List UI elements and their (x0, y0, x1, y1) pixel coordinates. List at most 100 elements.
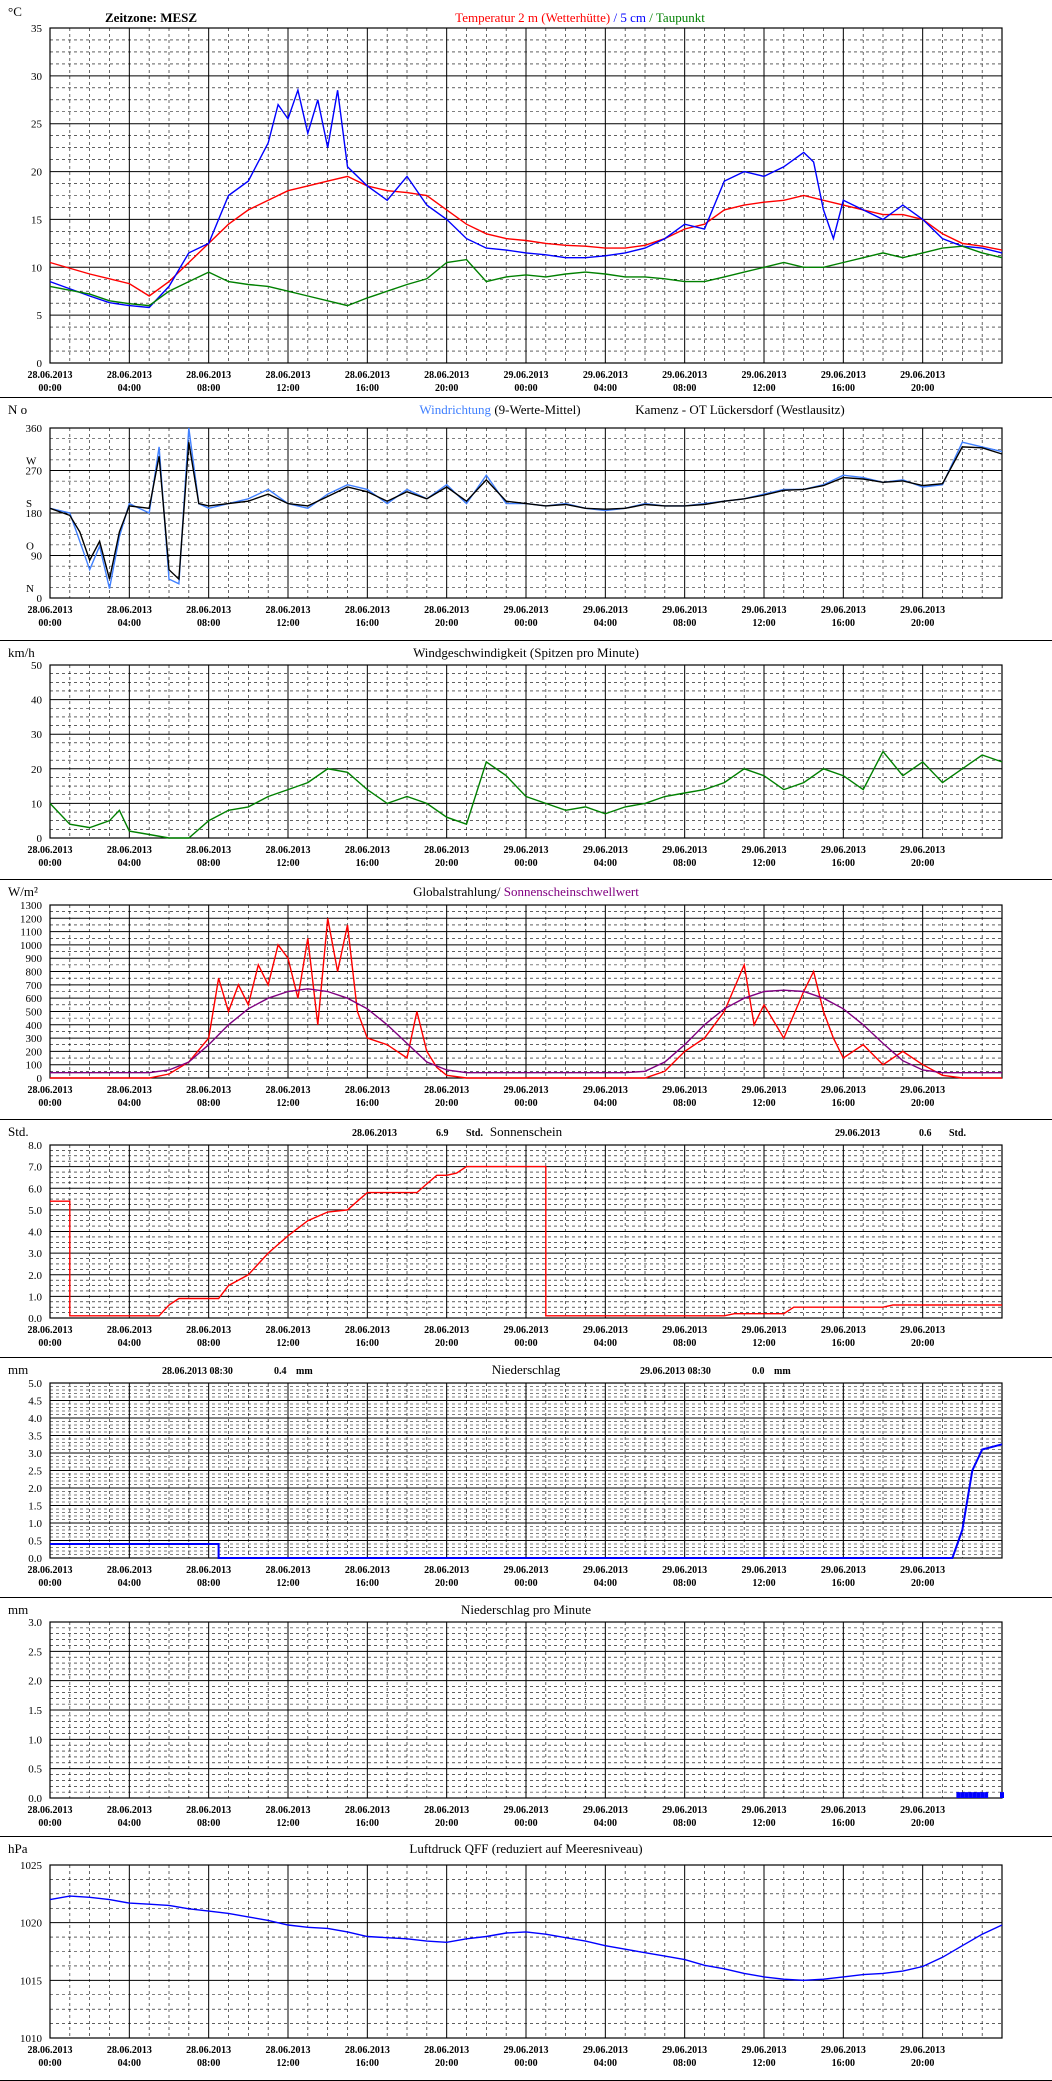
plot-frame (49, 1144, 1003, 1319)
chart-panel-precipitation_per_minute: 0.0 0.5 1.0 1.5 2.0 2.5 3.0mm Niederschlag pro … (0, 1602, 1052, 1837)
x-tick-date: 29.06.2013 (583, 605, 628, 616)
x-tick-date: 28.06.2013 (107, 2045, 152, 2056)
x-tick-time: 12:00 (752, 1098, 775, 1109)
x-tick-time: 00:00 (514, 383, 537, 394)
y-tick-label: 1000 (20, 940, 43, 952)
x-tick-date: 29.06.2013 (821, 845, 866, 856)
x-tick-time: 04:00 (594, 858, 617, 869)
x-tick-date: 29.06.2013 (504, 2045, 549, 2056)
bar-mark (964, 1792, 969, 1798)
x-tick-date: 28.06.2013 (186, 605, 231, 616)
series-line-1 (49, 87, 1003, 309)
x-tick-time: 08:00 (673, 383, 696, 394)
series-line-0 (49, 175, 1003, 297)
x-tick-date: 28.06.2013 (28, 605, 73, 616)
x-tick-date: 29.06.2013 (504, 1085, 549, 1096)
x-tick-date: 28.06.2013 (345, 1325, 390, 1336)
y-tick-label: 180 (26, 508, 43, 520)
summary-value: 0.0 (752, 1366, 765, 1377)
x-tick-date: 28.06.2013 (28, 2045, 73, 2056)
x-tick-date: 28.06.2013 (28, 1085, 73, 1096)
x-tick-time: 16:00 (832, 1098, 855, 1109)
x-tick-date: 28.06.2013 (424, 1805, 469, 1816)
x-tick-time: 20:00 (911, 618, 934, 629)
x-tick-time: 16:00 (832, 618, 855, 629)
y-tick-label: 900 (26, 953, 43, 965)
y-tick-label: 0.5 (28, 1536, 42, 1548)
x-tick-time: 20:00 (911, 2058, 934, 2069)
x-tick-time: 12:00 (752, 858, 775, 869)
unit-label: hPa (8, 1841, 28, 1856)
x-tick-time: 12:00 (752, 2058, 775, 2069)
x-tick-time: 04:00 (118, 2058, 141, 2069)
y-tick-label: 30 (31, 729, 43, 741)
y-tick-label: 1.0 (28, 1518, 42, 1530)
x-tick-time: 12:00 (752, 1338, 775, 1349)
x-tick-time: 00:00 (514, 1098, 537, 1109)
y-tick-label: 20 (31, 167, 43, 179)
x-tick-date: 29.06.2013 (662, 370, 707, 381)
x-tick-time: 16:00 (832, 1338, 855, 1349)
unit-label: km/h (8, 645, 35, 660)
x-tick-date: 29.06.2013 (900, 2045, 945, 2056)
x-tick-time: 20:00 (435, 618, 458, 629)
y-tick-label: 0 (37, 1073, 43, 1085)
y-tick-label: 4.5 (28, 1396, 42, 1408)
x-tick-time: 08:00 (673, 1818, 696, 1829)
y-tick-label: 2.5 (28, 1646, 42, 1658)
x-tick-date: 29.06.2013 (900, 1325, 945, 1336)
title-part: Temperatur 2 m (Wetterhütte) (455, 10, 610, 25)
x-tick-date: 29.06.2013 (583, 1085, 628, 1096)
bar-mark (980, 1792, 985, 1798)
x-tick-date: 29.06.2013 (662, 1085, 707, 1096)
y-tick-label: 5.0 (28, 1205, 42, 1217)
unit-label: W/m² (8, 884, 38, 899)
y-tick-label: 50 (31, 660, 43, 672)
x-tick-date: 28.06.2013 (424, 2045, 469, 2056)
x-tick-date: 29.06.2013 (504, 1805, 549, 1816)
timezone-label: Zeitzone: MESZ (105, 10, 197, 25)
x-tick-time: 16:00 (356, 1818, 379, 1829)
x-tick-time: 04:00 (594, 383, 617, 394)
x-tick-date: 28.06.2013 (266, 1805, 311, 1816)
y-tick-label: 1200 (20, 913, 43, 925)
x-tick-date: 28.06.2013 (266, 605, 311, 616)
x-tick-date: 28.06.2013 (424, 1565, 469, 1576)
x-tick-date: 29.06.2013 (742, 2045, 787, 2056)
x-tick-time: 12:00 (752, 1818, 775, 1829)
plot-frame (49, 1621, 1003, 1799)
x-tick-date: 29.06.2013 (900, 370, 945, 381)
x-tick-date: 29.06.2013 (662, 845, 707, 856)
x-tick-date: 29.06.2013 (742, 1805, 787, 1816)
summary-unit: Std. (949, 1128, 966, 1139)
x-tick-date: 28.06.2013 (28, 1805, 73, 1816)
y-tick-label: 200 (26, 1046, 43, 1058)
x-tick-date: 28.06.2013 (107, 1325, 152, 1336)
major-grid (49, 904, 1003, 1079)
x-tick-date: 28.06.2013 (424, 1325, 469, 1336)
x-tick-date: 28.06.2013 (266, 2045, 311, 2056)
x-tick-time: 00:00 (514, 2058, 537, 2069)
x-tick-date: 29.06.2013 (821, 1085, 866, 1096)
bar-mark (1000, 1792, 1004, 1798)
x-tick-date: 28.06.2013 (186, 845, 231, 856)
plot-frame (49, 1864, 1003, 2039)
y-tick-label: 0 (37, 358, 43, 370)
x-tick-date: 28.06.2013 (345, 1805, 390, 1816)
chart-title: Windrichtung (9-Werte-Mittel) (419, 402, 580, 417)
x-tick-date: 29.06.2013 (742, 605, 787, 616)
x-tick-time: 00:00 (514, 618, 537, 629)
x-tick-date: 28.06.2013 (186, 1565, 231, 1576)
x-tick-date: 28.06.2013 (28, 1325, 73, 1336)
major-grid (49, 1382, 1003, 1559)
x-tick-time: 04:00 (594, 618, 617, 629)
chart-title: Windgeschwindigkeit (Spitzen pro Minute) (413, 645, 639, 660)
x-tick-date: 28.06.2013 (107, 845, 152, 856)
y-tick-label: 0 (37, 833, 43, 845)
x-tick-time: 00:00 (38, 618, 61, 629)
x-tick-date: 28.06.2013 (107, 1565, 152, 1576)
y-tick-label: 360 (26, 423, 43, 435)
unit-label: Std. (8, 1124, 29, 1139)
